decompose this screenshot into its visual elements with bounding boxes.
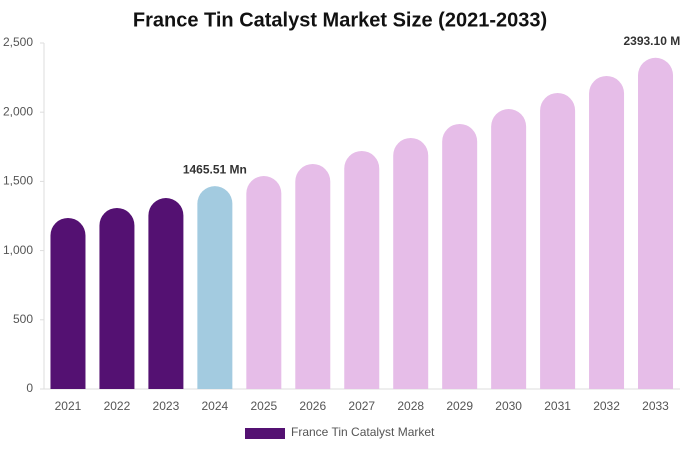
bar: [99, 207, 135, 389]
x-tick-label: 2028: [397, 399, 424, 413]
x-tick-label: 2027: [348, 399, 375, 413]
x-tick-label: 2021: [55, 399, 82, 413]
bar: [295, 163, 331, 389]
value-label: 2393.10 Mn: [623, 34, 680, 48]
legend-swatch: [245, 428, 285, 439]
x-tick-label: 2025: [250, 399, 277, 413]
y-tick-label: 500: [13, 312, 33, 326]
legend-label: France Tin Catalyst Market: [291, 425, 435, 439]
x-tick-label: 2030: [495, 399, 522, 413]
bar: [246, 176, 282, 389]
x-tick-label: 2022: [104, 399, 131, 413]
x-tick-label: 2029: [446, 399, 473, 413]
x-tick-label: 2031: [544, 399, 571, 413]
bar: [589, 75, 625, 389]
y-tick-label: 1,000: [3, 243, 33, 257]
x-tick-label: 2024: [202, 399, 229, 413]
y-tick-label: 0: [26, 381, 33, 395]
value-label: 1465.51 Mn: [183, 162, 247, 176]
bar: [50, 217, 86, 389]
bar: [540, 92, 576, 389]
y-tick-label: 2,500: [3, 35, 33, 49]
bar: [491, 109, 527, 390]
x-tick-label: 2033: [642, 399, 669, 413]
bar: [197, 186, 233, 389]
bar: [344, 150, 380, 389]
x-tick-label: 2032: [593, 399, 620, 413]
x-tick-label: 2026: [299, 399, 326, 413]
bar: [393, 137, 429, 389]
bar: [442, 123, 478, 390]
bar: [638, 57, 674, 390]
y-tick-label: 1,500: [3, 174, 33, 188]
bar: [148, 198, 184, 389]
x-tick-label: 2023: [153, 399, 180, 413]
chart-title: France Tin Catalyst Market Size (2021-20…: [133, 9, 547, 31]
y-tick-label: 2,000: [3, 104, 33, 118]
